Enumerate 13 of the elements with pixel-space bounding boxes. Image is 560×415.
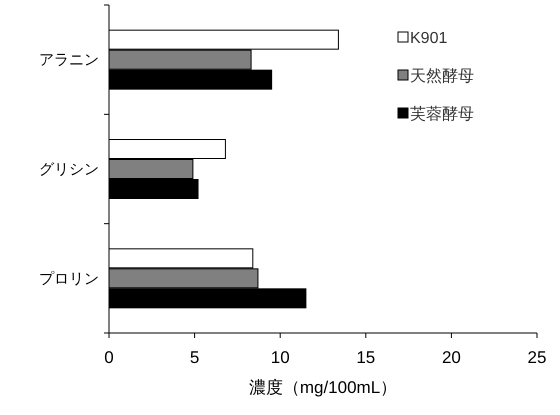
legend-label: 芙蓉酵母 (410, 105, 474, 123)
x-axis-title: 濃度（mg/100mL） (248, 378, 398, 397)
legend-label: 天然酵母 (410, 68, 474, 85)
x-tick-label: 0 (104, 348, 114, 367)
y-tick-label: グリシン (39, 161, 99, 178)
legend-label: K901 (410, 30, 448, 47)
x-tick-label: 15 (356, 348, 376, 367)
x-tick-label: 25 (528, 348, 546, 367)
y-tick-label: プロリン (39, 270, 99, 288)
x-tick-label: 5 (190, 348, 200, 367)
x-tick-label: 20 (442, 348, 461, 367)
y-tick-label: アラニン (39, 52, 99, 69)
x-tick-label: 10 (270, 348, 290, 367)
